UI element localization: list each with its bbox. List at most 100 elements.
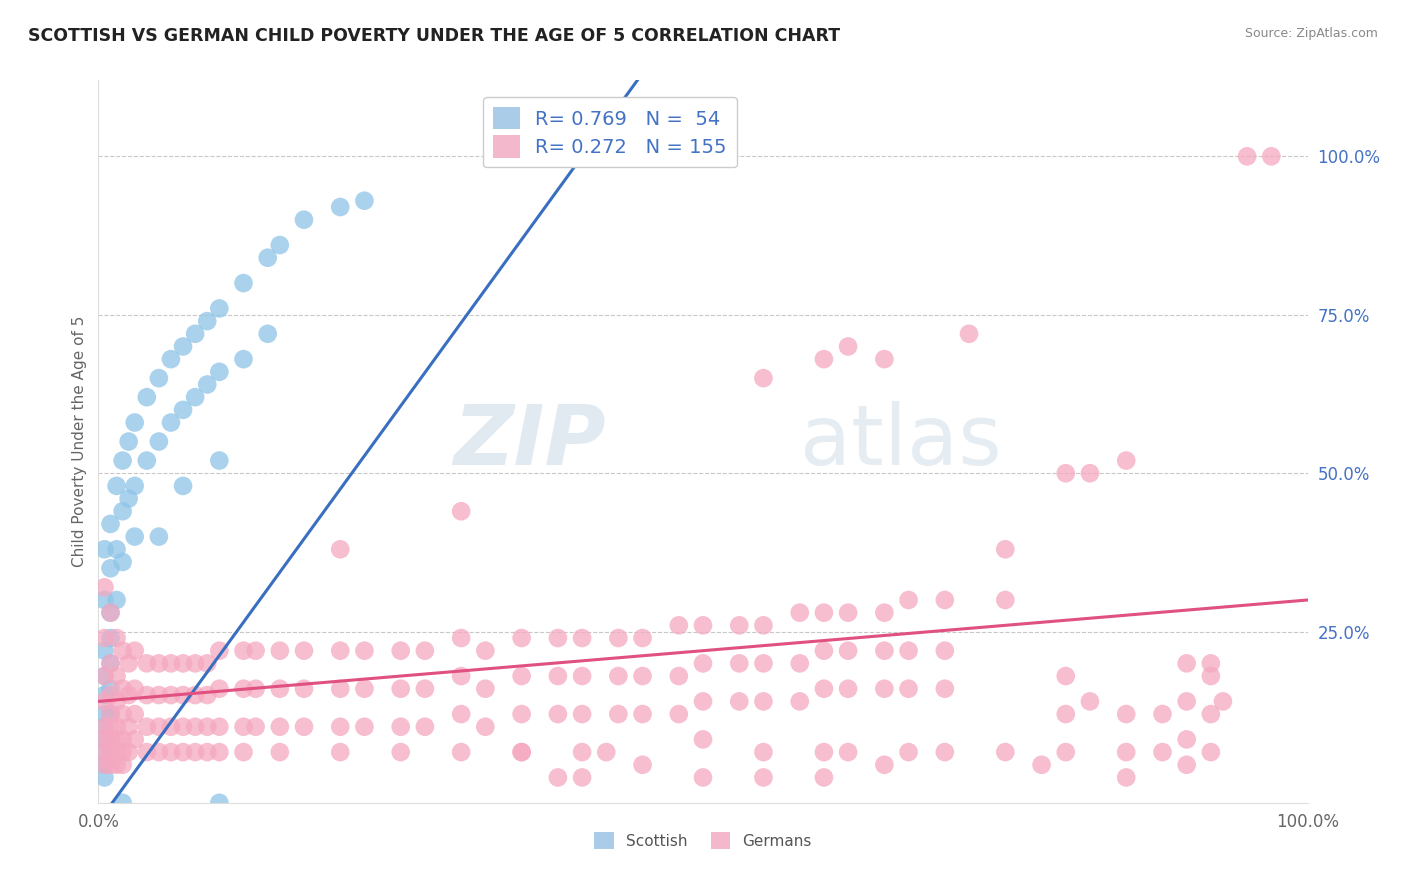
- Point: [813, 352, 835, 367]
- Point: [450, 631, 472, 645]
- Point: [111, 707, 134, 722]
- Point: [897, 745, 920, 759]
- Point: [1199, 707, 1222, 722]
- Point: [510, 745, 533, 759]
- Point: [1054, 669, 1077, 683]
- Point: [813, 681, 835, 696]
- Point: [93, 593, 115, 607]
- Point: [353, 194, 375, 208]
- Point: [135, 453, 157, 467]
- Point: [752, 745, 775, 759]
- Point: [389, 720, 412, 734]
- Point: [728, 618, 751, 632]
- Point: [510, 631, 533, 645]
- Point: [208, 643, 231, 657]
- Point: [256, 326, 278, 341]
- Point: [571, 707, 593, 722]
- Point: [994, 745, 1017, 759]
- Point: [124, 530, 146, 544]
- Point: [269, 745, 291, 759]
- Point: [184, 326, 207, 341]
- Point: [607, 669, 630, 683]
- Point: [692, 694, 714, 708]
- Point: [100, 688, 122, 702]
- Point: [1175, 694, 1198, 708]
- Point: [160, 688, 183, 702]
- Point: [208, 745, 231, 759]
- Point: [813, 771, 835, 785]
- Point: [111, 681, 134, 696]
- Point: [1175, 657, 1198, 671]
- Point: [897, 593, 920, 607]
- Point: [232, 681, 254, 696]
- Point: [232, 643, 254, 657]
- Point: [111, 555, 134, 569]
- Point: [994, 593, 1017, 607]
- Point: [184, 390, 207, 404]
- Point: [148, 434, 170, 449]
- Point: [172, 339, 194, 353]
- Text: atlas: atlas: [800, 401, 1001, 482]
- Point: [93, 720, 115, 734]
- Point: [111, 757, 134, 772]
- Point: [571, 771, 593, 785]
- Point: [93, 720, 115, 734]
- Point: [172, 657, 194, 671]
- Point: [789, 694, 811, 708]
- Point: [100, 720, 122, 734]
- Point: [148, 657, 170, 671]
- Point: [172, 402, 194, 417]
- Point: [269, 720, 291, 734]
- Point: [93, 688, 115, 702]
- Point: [631, 631, 654, 645]
- Point: [208, 453, 231, 467]
- Point: [135, 657, 157, 671]
- Point: [93, 542, 115, 557]
- Point: [752, 618, 775, 632]
- Point: [994, 542, 1017, 557]
- Point: [135, 390, 157, 404]
- Point: [329, 542, 352, 557]
- Point: [547, 771, 569, 785]
- Text: Source: ZipAtlas.com: Source: ZipAtlas.com: [1244, 27, 1378, 40]
- Point: [692, 771, 714, 785]
- Point: [100, 757, 122, 772]
- Point: [245, 681, 267, 696]
- Point: [232, 720, 254, 734]
- Point: [1078, 694, 1101, 708]
- Point: [1115, 771, 1137, 785]
- Point: [232, 352, 254, 367]
- Point: [135, 720, 157, 734]
- Point: [1115, 707, 1137, 722]
- Point: [595, 745, 617, 759]
- Point: [1199, 657, 1222, 671]
- Point: [124, 681, 146, 696]
- Point: [93, 771, 115, 785]
- Point: [184, 720, 207, 734]
- Point: [752, 694, 775, 708]
- Point: [208, 681, 231, 696]
- Point: [571, 631, 593, 645]
- Point: [208, 796, 231, 810]
- Point: [292, 212, 315, 227]
- Point: [934, 745, 956, 759]
- Point: [668, 618, 690, 632]
- Point: [813, 643, 835, 657]
- Point: [668, 707, 690, 722]
- Point: [692, 732, 714, 747]
- Point: [607, 631, 630, 645]
- Point: [184, 657, 207, 671]
- Point: [100, 707, 122, 722]
- Point: [474, 643, 496, 657]
- Point: [208, 365, 231, 379]
- Point: [934, 643, 956, 657]
- Point: [195, 745, 218, 759]
- Point: [184, 745, 207, 759]
- Point: [195, 688, 218, 702]
- Point: [837, 681, 859, 696]
- Point: [100, 707, 122, 722]
- Point: [124, 732, 146, 747]
- Point: [111, 453, 134, 467]
- Point: [1212, 694, 1234, 708]
- Point: [547, 707, 569, 722]
